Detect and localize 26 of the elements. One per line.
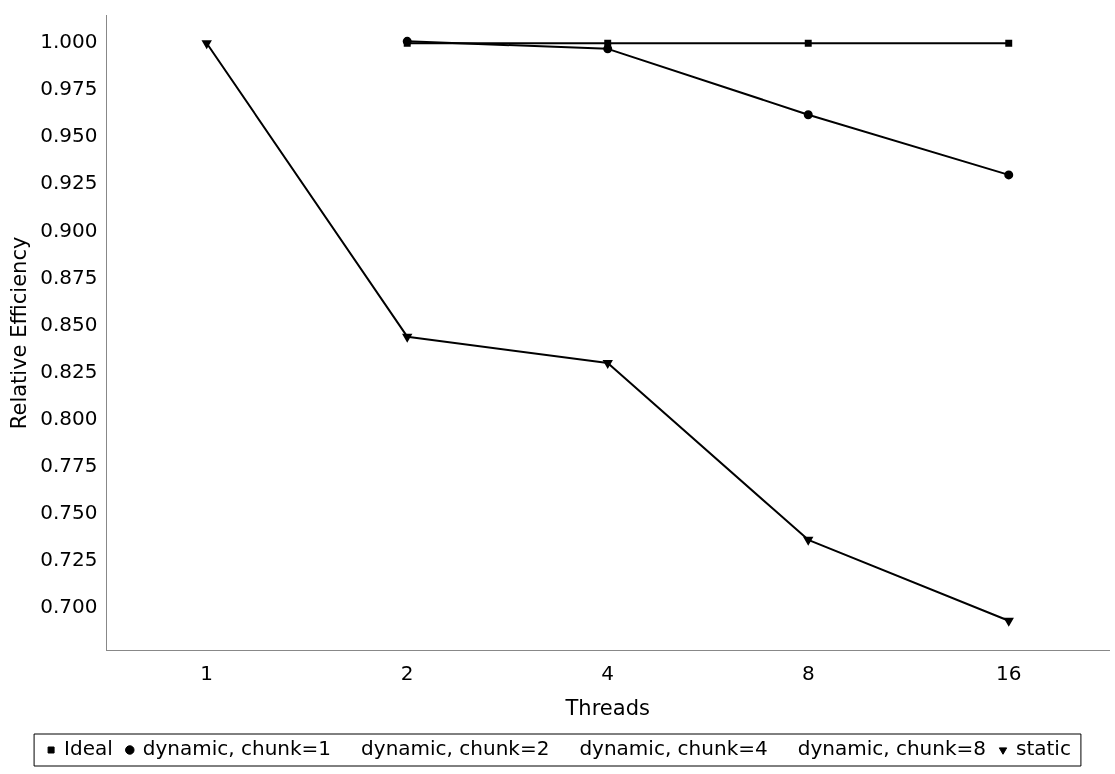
x-tick-label: 1	[200, 661, 214, 685]
y-tick-label: 0.975	[40, 76, 98, 101]
y-tick-label: 0.925	[40, 170, 98, 195]
y-tick-label: 0.850	[40, 311, 98, 336]
x-tick-label: 8	[801, 661, 815, 685]
legend-label: dynamic, chunk=8	[797, 736, 987, 761]
legend-label: dynamic, chunk=1	[142, 736, 332, 761]
y-tick-label: 0.800	[40, 405, 98, 430]
x-axis-title: Threads	[564, 695, 650, 720]
y-tick-label: 0.950	[40, 123, 98, 148]
legend-label: Ideal	[64, 736, 113, 761]
x-tick-label: 16	[996, 661, 1022, 685]
x-tick-label: 2	[400, 661, 414, 685]
y-tick-label: 0.750	[40, 499, 98, 524]
y-tick-label: 0.900	[40, 217, 98, 242]
legend-label: dynamic, chunk=2	[361, 736, 550, 761]
y-tick-label: 0.825	[40, 358, 98, 383]
y-tick-label: 0.725	[40, 546, 98, 571]
y-tick-label: 0.700	[40, 593, 98, 618]
y-tick-label: 1.000	[40, 29, 98, 54]
legend-label: static	[1016, 736, 1071, 761]
legend-label: dynamic, chunk=4	[579, 736, 768, 761]
y-tick-label: 0.875	[40, 264, 98, 289]
y-axis-title: Relative Efficiency	[7, 236, 32, 430]
x-tick-label: 4	[601, 661, 615, 685]
y-tick-label: 0.775	[40, 452, 98, 477]
